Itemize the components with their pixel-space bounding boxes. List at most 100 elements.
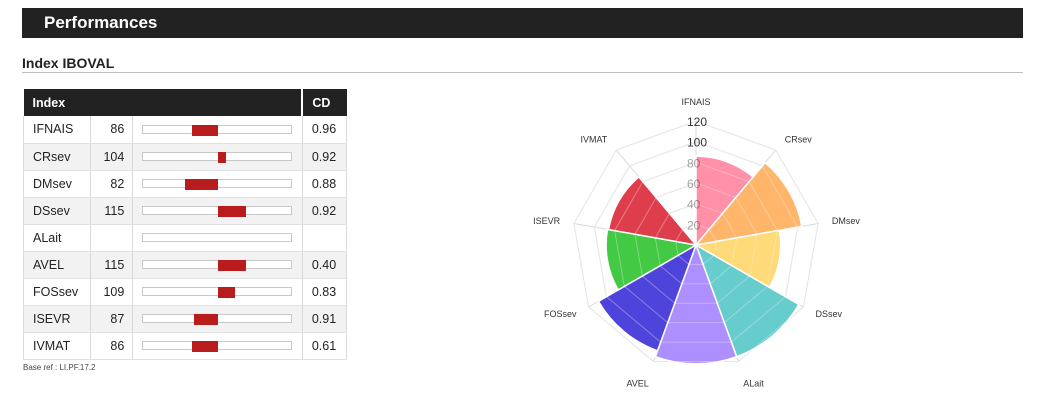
page-title: Performances bbox=[44, 13, 158, 32]
index-cd: 0.83 bbox=[301, 278, 348, 306]
index-cd bbox=[301, 224, 348, 252]
index-cd: 0.92 bbox=[301, 143, 348, 171]
index-bar-cell bbox=[132, 170, 303, 198]
table-body: IFNAIS 86 0.96 CRsev 104 0.92 DMsev 82 0.88 DSsev… bbox=[22, 116, 348, 360]
radar-tick-label: 120 bbox=[687, 115, 707, 129]
index-cd: 0.91 bbox=[301, 305, 348, 333]
index-value bbox=[90, 224, 133, 252]
index-name: FOSsev bbox=[22, 278, 91, 306]
index-name: DMsev bbox=[22, 170, 91, 198]
footnote: Base ref : LI.PF.17.2 bbox=[23, 363, 96, 372]
index-name: CRsev bbox=[22, 143, 91, 171]
radar-grid-overlay bbox=[593, 141, 799, 343]
index-name: DSsev bbox=[22, 197, 91, 225]
radar-slice bbox=[694, 161, 803, 247]
radar-axis-label: ISEVR bbox=[533, 216, 561, 226]
index-name: ALait bbox=[22, 224, 91, 252]
radar-slice bbox=[597, 243, 698, 352]
index-cd: 0.96 bbox=[301, 116, 348, 144]
index-cd: 0.61 bbox=[301, 332, 348, 360]
index-bar-fill bbox=[218, 287, 236, 298]
section-title: Index IBOVAL bbox=[22, 55, 115, 71]
index-bar-cell bbox=[132, 224, 303, 252]
section-divider bbox=[22, 72, 1023, 73]
index-value: 109 bbox=[90, 278, 133, 306]
radar-tick-label: 40 bbox=[687, 198, 701, 212]
index-bar-cell bbox=[132, 197, 303, 225]
index-value: 82 bbox=[90, 170, 133, 198]
index-bar-fill bbox=[218, 206, 247, 217]
index-bar-track bbox=[142, 152, 293, 163]
index-bar-fill bbox=[184, 179, 219, 190]
radar-axis-label: DMsev bbox=[832, 216, 861, 226]
header-bar: Performances bbox=[22, 8, 1023, 38]
index-name: AVEL bbox=[22, 251, 91, 279]
index-bar-cell bbox=[132, 116, 303, 144]
table-row: FOSsev 109 0.83 bbox=[22, 278, 348, 306]
radar-axis-label: IVMAT bbox=[580, 134, 607, 144]
index-value: 86 bbox=[90, 332, 133, 360]
index-bar-track bbox=[142, 260, 293, 271]
radar-tick-label: 100 bbox=[687, 136, 707, 150]
index-name: ISEVR bbox=[22, 305, 91, 333]
radar-axis-label: FOSsev bbox=[544, 309, 577, 319]
index-bar-fill bbox=[218, 152, 226, 163]
table-row: ISEVR 87 0.91 bbox=[22, 305, 348, 333]
radar-axis-label: AVEL bbox=[626, 379, 648, 389]
radar-tick-label: 60 bbox=[687, 177, 701, 191]
radar-grid-overlay bbox=[614, 161, 778, 324]
radar-grid-overlay bbox=[654, 203, 738, 285]
radar-slice bbox=[605, 228, 699, 291]
radar-axis-label: CRsev bbox=[785, 134, 813, 144]
index-value: 115 bbox=[90, 197, 133, 225]
index-bar-track bbox=[142, 341, 293, 352]
table-row: DSsev 115 0.92 bbox=[22, 197, 348, 225]
index-bar-track bbox=[142, 314, 293, 325]
radar-grid-overlay bbox=[573, 120, 819, 363]
column-header-cd: CD bbox=[301, 89, 347, 116]
index-bar-cell bbox=[132, 305, 303, 333]
table-header-row: Index CD bbox=[23, 89, 347, 116]
index-bar-fill bbox=[193, 314, 219, 325]
table-row: DMsev 82 0.88 bbox=[22, 170, 348, 198]
index-cd: 0.88 bbox=[301, 170, 348, 198]
radar-grid-overlay bbox=[675, 223, 717, 265]
index-table: Index CD IFNAIS 86 0.96 CRsev 104 0.92 DMsev 82… bbox=[22, 89, 348, 360]
column-header-index: Index bbox=[23, 89, 303, 116]
index-value: 87 bbox=[90, 305, 133, 333]
index-bar-track bbox=[142, 233, 293, 242]
radar-axis-label: DSsev bbox=[816, 309, 843, 319]
index-name: IFNAIS bbox=[22, 116, 91, 144]
radar-slice bbox=[654, 242, 738, 365]
index-name: IVMAT bbox=[22, 332, 91, 360]
index-bar-cell bbox=[132, 332, 303, 360]
table-row: ALait bbox=[22, 224, 348, 252]
radar-slice bbox=[694, 243, 800, 358]
table-row: IVMAT 86 0.61 bbox=[22, 332, 348, 360]
index-value: 115 bbox=[90, 251, 133, 279]
index-bar-track bbox=[142, 206, 293, 217]
index-bar-track bbox=[142, 287, 293, 298]
index-bar-track bbox=[142, 124, 293, 136]
radar-tick-label: 20 bbox=[687, 218, 701, 232]
radar-tick-label: 80 bbox=[687, 156, 701, 170]
index-bar-cell bbox=[132, 143, 303, 171]
table-row: IFNAIS 86 0.96 bbox=[22, 116, 348, 144]
radar-axis-label: ALait bbox=[743, 379, 764, 389]
index-value: 104 bbox=[90, 143, 133, 171]
index-bar-track bbox=[142, 179, 293, 190]
index-bar-fill bbox=[218, 260, 247, 271]
radar-slice bbox=[607, 175, 698, 247]
index-cd: 0.92 bbox=[301, 197, 348, 225]
index-value: 86 bbox=[90, 116, 133, 144]
radar-chart: 20 40 60 80 100 120 IFNAIS CRsev DMsev DSsev ALait… bbox=[533, 97, 861, 389]
radar-axis-label: IFNAIS bbox=[681, 97, 710, 107]
table-row: AVEL 115 0.40 bbox=[22, 251, 348, 279]
table-row: CRsev 104 0.92 bbox=[22, 143, 348, 171]
index-bar-cell bbox=[132, 251, 303, 279]
radar-grid-overlay bbox=[634, 182, 758, 304]
index-bar-cell bbox=[132, 278, 303, 306]
index-bar-fill bbox=[192, 341, 219, 352]
index-bar-fill bbox=[192, 124, 219, 136]
index-cd: 0.40 bbox=[301, 251, 348, 279]
